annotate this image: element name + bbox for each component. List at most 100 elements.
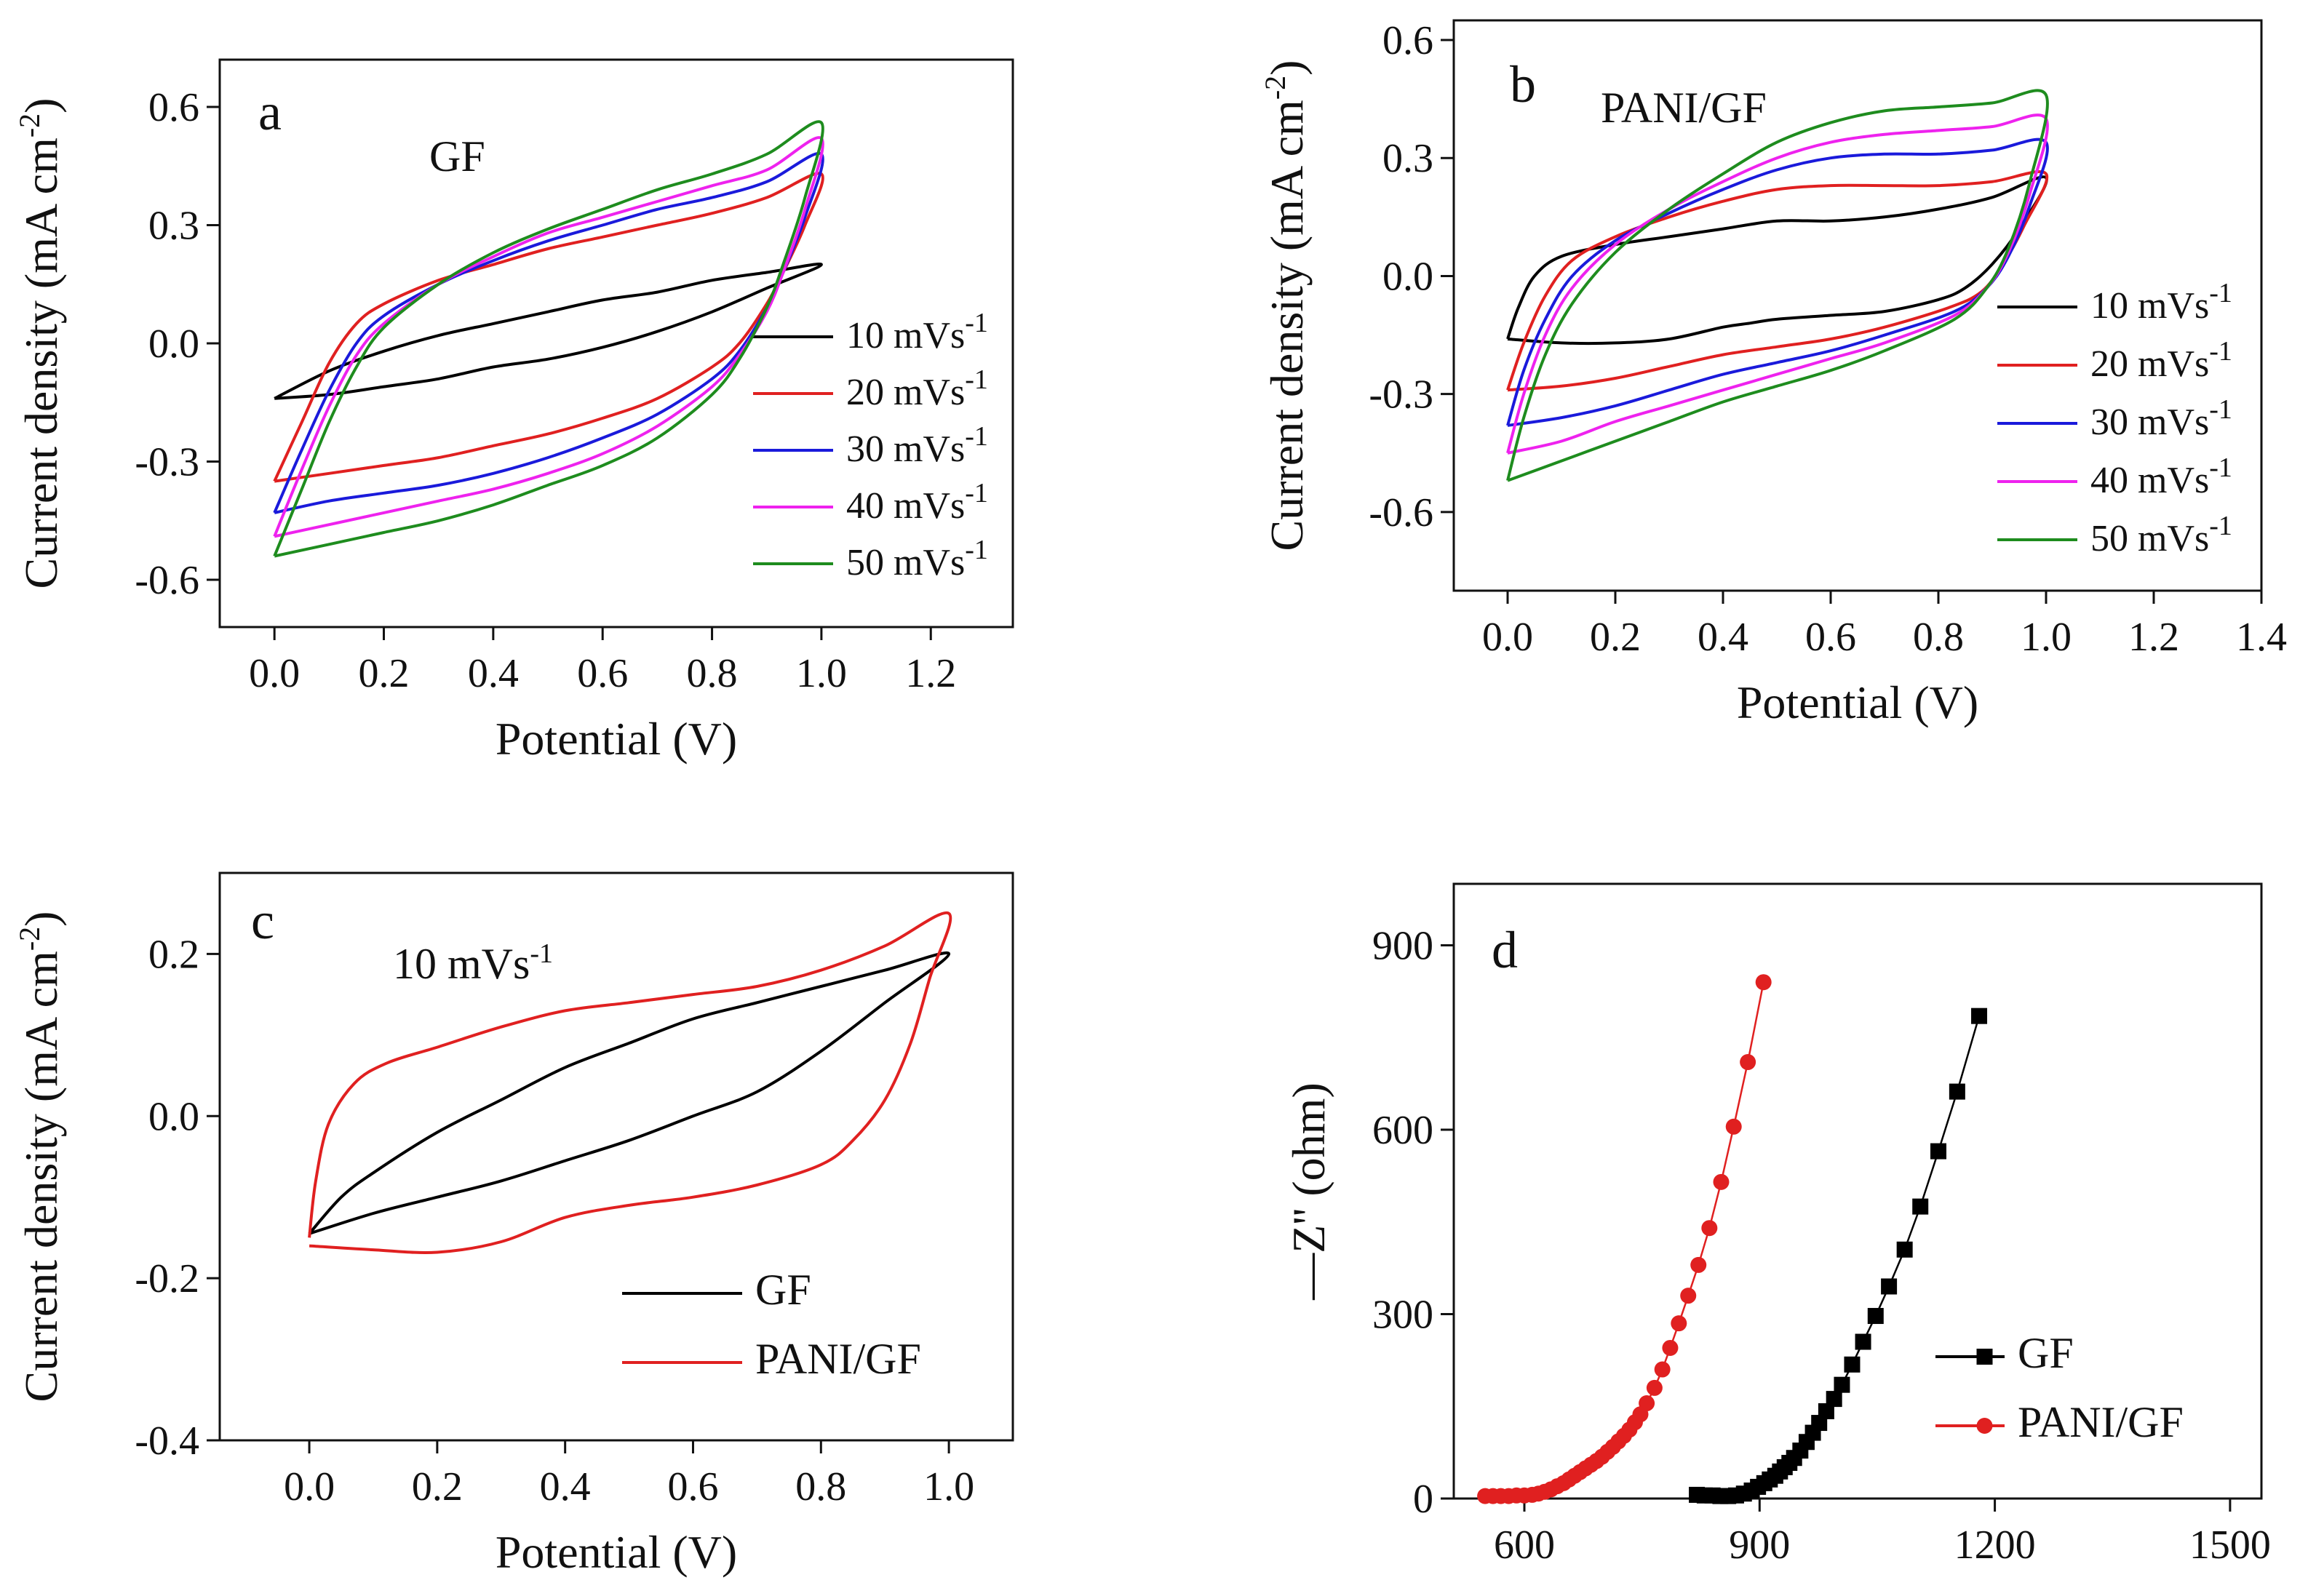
x-tick-label: 0.8 xyxy=(795,1464,846,1509)
x-tick-label: 1.0 xyxy=(923,1464,974,1509)
x-tick-label: 1200 xyxy=(1954,1523,2036,1568)
data-point xyxy=(1680,1288,1697,1304)
data-point xyxy=(1725,1118,1742,1135)
data-point xyxy=(1855,1333,1871,1350)
x-tick-label: 1500 xyxy=(2189,1523,2271,1568)
legend-label: PANI/GF xyxy=(755,1335,921,1383)
x-tick-label: 0.4 xyxy=(540,1464,591,1509)
x-tick-label: 0.4 xyxy=(468,651,519,696)
x-tick-label: 0.2 xyxy=(1590,615,1641,660)
y-tick-label: 0.2 xyxy=(148,932,199,977)
legend-label: 20 mVs-1 xyxy=(846,364,988,413)
x-tick-label: 1.4 xyxy=(2236,615,2287,660)
series-line-30-mvs xyxy=(273,151,824,514)
plot-frame xyxy=(1452,19,2263,592)
series-line-10-mvs xyxy=(274,263,823,400)
x-axis-title: Potential (V) xyxy=(496,713,737,765)
plot-frame xyxy=(1452,882,2263,1500)
data-point xyxy=(1949,1083,1965,1100)
panel-b-chart: 0.0 0.2 0.4 0.6 0.8 1.0 1.2 1.4 -0.6 -0.3 0.0 0.3 0.… xyxy=(1259,18,2287,728)
series-line-gf xyxy=(308,951,951,1235)
y-tick-label: 900 xyxy=(1372,924,1433,969)
x-tick-label: 0.6 xyxy=(667,1464,718,1509)
legend-label: 30 mVs-1 xyxy=(846,421,988,470)
data-point xyxy=(1662,1339,1679,1356)
y-tick-label: 0.3 xyxy=(148,204,199,249)
y-tick-label: -0.6 xyxy=(1369,490,1433,535)
data-point xyxy=(1701,1220,1718,1237)
data-point xyxy=(1826,1391,1842,1408)
data-point xyxy=(1844,1356,1861,1373)
panel-a-chart: 0.0 0.2 0.4 0.6 0.8 1.0 1.2 -0.6 -0.3 0.0 0.3 0.6 Po… xyxy=(13,58,1014,765)
panel-letter: d xyxy=(1492,921,1518,979)
data-point xyxy=(1930,1143,1946,1160)
y-tick-label: 300 xyxy=(1372,1293,1433,1338)
x-tick-label: 1.2 xyxy=(905,651,956,696)
y-axis-title: Current density (mA cm-2) xyxy=(13,911,67,1403)
y-tick-label: 0 xyxy=(1413,1477,1433,1522)
y-tick-label: 0.6 xyxy=(148,85,199,130)
x-tick-label: 600 xyxy=(1494,1523,1555,1568)
legend-label: 10 mVs-1 xyxy=(846,308,988,356)
x-tick-label: 1.0 xyxy=(796,651,847,696)
data-point xyxy=(1755,974,1772,991)
series-line-20-mvs xyxy=(273,172,824,483)
data-point xyxy=(1646,1379,1663,1396)
data-point xyxy=(1740,1054,1756,1071)
data-point xyxy=(1639,1395,1655,1412)
series-line-pani-gf xyxy=(308,911,952,1254)
x-axis-title: Potential (V) xyxy=(496,1526,737,1578)
legend-label: 20 mVs-1 xyxy=(2090,336,2232,385)
data-point xyxy=(1818,1403,1834,1420)
x-tick-label: 0.0 xyxy=(1482,615,1533,660)
legend-marker xyxy=(1976,1349,1993,1365)
x-axis-title: Potential (V) xyxy=(1737,677,1978,728)
panel-c-chart: 0.0 0.2 0.4 0.6 0.8 1.0 -0.4 -0.2 0.0 0.2 Potentia… xyxy=(13,871,1014,1578)
legend-marker xyxy=(1976,1418,1993,1434)
y-tick-label: 0.0 xyxy=(148,1094,199,1139)
data-point xyxy=(1912,1198,1929,1215)
x-tick-label: 0.0 xyxy=(284,1464,335,1509)
x-tick-label: 900 xyxy=(1729,1523,1790,1568)
legend-label: 50 mVs-1 xyxy=(2090,511,2232,559)
data-point xyxy=(1690,1256,1707,1273)
y-axis-title: Current density (mA cm-2) xyxy=(13,98,67,589)
y-tick-label: -0.3 xyxy=(1369,372,1433,418)
series-line-50-mvs xyxy=(273,120,824,558)
y-tick-label: -0.3 xyxy=(135,440,199,485)
data-point xyxy=(1896,1241,1913,1258)
x-tick-label: 0.6 xyxy=(577,651,628,696)
series-line-50-mvs xyxy=(1506,89,2049,482)
legend-label: PANI/GF xyxy=(2018,1398,2184,1446)
legend-label: 30 mVs-1 xyxy=(2090,394,2232,443)
x-tick-label: 0.6 xyxy=(1805,615,1856,660)
plot-frame xyxy=(218,871,1014,1442)
y-tick-label: 0.6 xyxy=(1382,18,1433,63)
x-tick-label: 0.8 xyxy=(687,651,738,696)
x-tick-label: 0.2 xyxy=(412,1464,463,1509)
legend-label: 10 mVs-1 xyxy=(2090,278,2232,327)
panel-letter: b xyxy=(1510,55,1536,113)
x-tick-label: 0.2 xyxy=(359,651,410,696)
data-point xyxy=(1834,1376,1850,1393)
panel-annotation: 10 mVs-1 xyxy=(393,938,553,988)
legend-label: GF xyxy=(2018,1329,2074,1377)
data-point xyxy=(1867,1308,1884,1325)
x-tick-label: 0.0 xyxy=(249,651,300,696)
panel-d-chart: 600 900 1200 1500 0 300 600 900 —Z'' (ohm) d GF PAN… xyxy=(1283,882,2271,1568)
y-tick-label: 0.0 xyxy=(1382,254,1433,299)
y-axis-title: —Z'' (ohm) xyxy=(1283,1082,1334,1301)
legend-label: 40 mVs-1 xyxy=(2090,452,2232,501)
data-point xyxy=(1971,1008,1988,1024)
panel-annotation: GF xyxy=(429,132,485,180)
y-tick-label: 600 xyxy=(1372,1108,1433,1153)
data-point xyxy=(1713,1173,1730,1190)
data-point xyxy=(1881,1278,1898,1295)
series-line-gf xyxy=(1696,1016,1981,1497)
series-line-40-mvs xyxy=(273,136,824,538)
y-tick-label: 0.0 xyxy=(148,322,199,367)
series-line-20-mvs xyxy=(1506,169,2049,392)
legend-label: 50 mVs-1 xyxy=(846,535,988,583)
panel-letter: a xyxy=(258,83,282,141)
x-tick-label: 1.2 xyxy=(2128,615,2179,660)
